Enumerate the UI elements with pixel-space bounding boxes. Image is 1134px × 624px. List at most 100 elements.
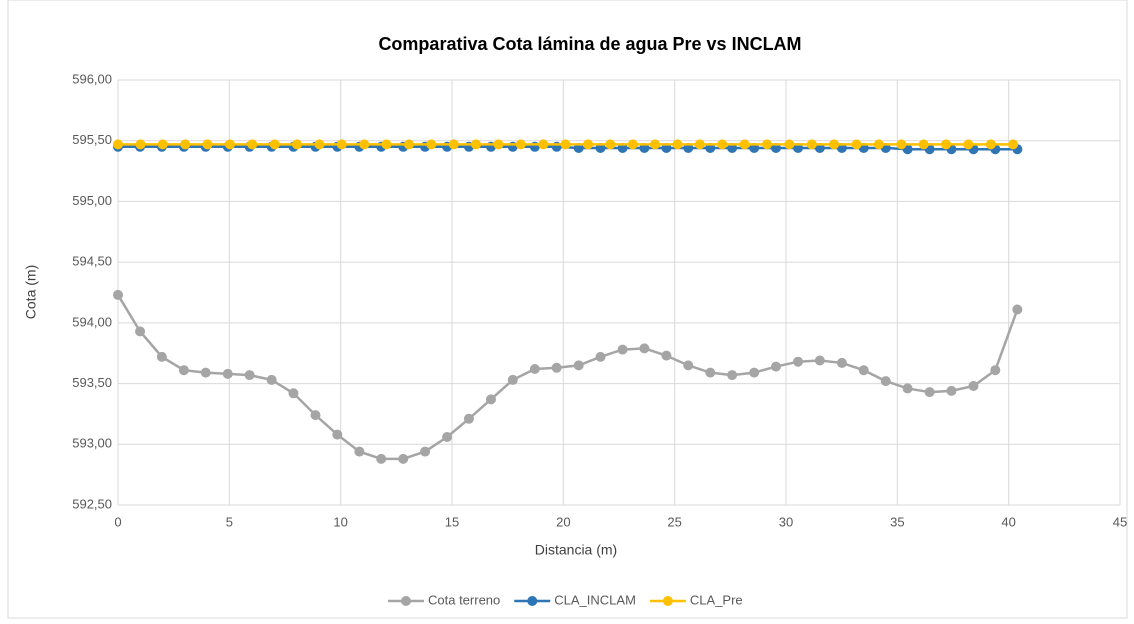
point [332, 429, 343, 440]
point [135, 326, 146, 337]
point [683, 360, 694, 371]
point [244, 370, 255, 381]
point [946, 385, 957, 396]
point [941, 139, 952, 150]
point [336, 139, 347, 150]
point [398, 453, 409, 464]
legend-marker [662, 596, 673, 606]
point [225, 139, 236, 150]
legend: Cota terreno CLA_INCLAM CLA_Pre [388, 592, 743, 607]
y-tick-label: 594,00 [72, 314, 112, 329]
point [573, 360, 584, 371]
point [178, 365, 189, 376]
point [985, 139, 996, 150]
point [739, 139, 750, 150]
point [442, 432, 453, 442]
point [858, 365, 869, 376]
point [770, 361, 781, 372]
point [896, 139, 907, 150]
point [314, 139, 325, 150]
point [595, 351, 606, 362]
y-tick-label: 595,00 [72, 193, 112, 208]
y-axis-label: Cota (m) [23, 265, 39, 319]
y-tick-label: 592,50 [72, 496, 112, 511]
point [851, 139, 862, 150]
x-tick-label: 0 [114, 514, 121, 529]
x-tick-label: 35 [890, 514, 904, 529]
point [814, 355, 825, 366]
point [538, 139, 549, 150]
point [485, 394, 496, 405]
point [463, 413, 474, 424]
point [288, 388, 299, 399]
point [420, 446, 431, 457]
legend-marker [527, 596, 538, 606]
point [426, 139, 437, 150]
x-tick-label: 15 [445, 514, 459, 529]
x-tick-label: 10 [333, 514, 347, 529]
point [222, 368, 233, 379]
point [381, 139, 392, 150]
point [902, 383, 913, 394]
point [135, 139, 146, 150]
point [156, 351, 167, 362]
point [617, 344, 628, 355]
chart-frame [7, 0, 1128, 619]
point [749, 367, 760, 378]
point [515, 139, 526, 150]
point [784, 139, 795, 150]
point [583, 139, 594, 150]
legend-label: CLA_INCLAM [554, 592, 636, 607]
point [924, 387, 935, 398]
legend-marker [401, 596, 411, 606]
point [650, 139, 661, 150]
point [471, 139, 482, 150]
point [918, 139, 929, 150]
x-tick-label: 25 [667, 514, 681, 529]
point [180, 139, 191, 150]
legend-label: CLA_Pre [690, 592, 743, 607]
point [605, 139, 616, 150]
chart-title: Comparativa Cota lámina de agua Pre vs I… [378, 34, 801, 54]
point [963, 139, 974, 150]
point [727, 370, 738, 381]
point [200, 367, 211, 378]
point [639, 343, 650, 354]
point [793, 356, 804, 367]
y-tick-label: 596,00 [72, 71, 112, 86]
point [202, 139, 213, 150]
point [376, 453, 387, 464]
x-tick-label: 30 [779, 514, 793, 529]
point [560, 139, 571, 150]
y-tick-label: 595,50 [72, 132, 112, 147]
x-tick-label: 40 [1001, 514, 1015, 529]
point [551, 362, 562, 373]
point [717, 139, 728, 150]
point [661, 350, 672, 361]
point [806, 139, 817, 150]
point [266, 374, 277, 385]
x-axis-label: Distancia (m) [535, 542, 617, 558]
y-tick-label: 593,50 [72, 375, 112, 390]
point [448, 139, 459, 150]
y-tick-label: 594,50 [72, 254, 112, 269]
legend-label: Cota terreno [428, 592, 500, 607]
point [873, 139, 884, 150]
point [157, 139, 168, 150]
point [292, 139, 303, 150]
point [493, 139, 504, 150]
point [310, 410, 321, 421]
point [1012, 304, 1023, 315]
point [529, 364, 540, 374]
point [829, 139, 840, 150]
x-tick-label: 5 [226, 514, 233, 529]
point [1008, 139, 1019, 150]
point [354, 446, 365, 457]
point [836, 357, 847, 368]
point [359, 139, 370, 150]
point [694, 139, 705, 150]
point [404, 139, 415, 150]
y-tick-label: 593,00 [72, 436, 112, 451]
point [113, 289, 123, 300]
